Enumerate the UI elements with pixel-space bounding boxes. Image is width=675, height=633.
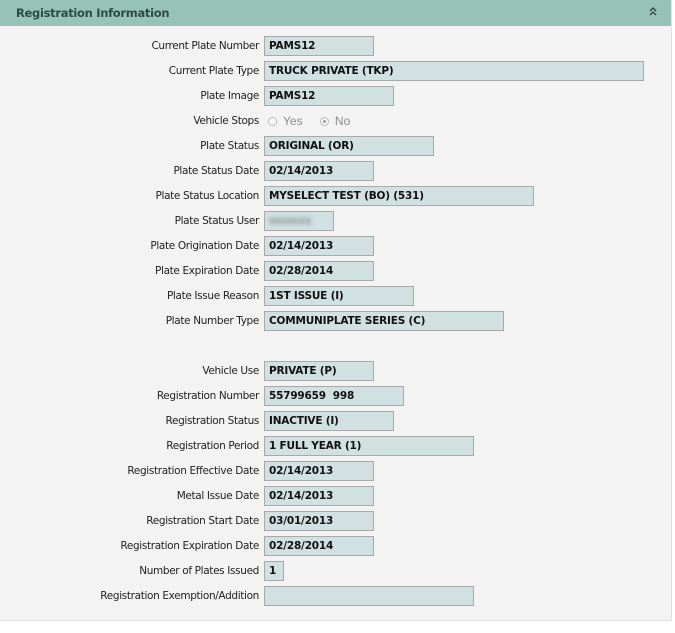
- row-vehicle-stops: Vehicle Stops Yes No: [0, 111, 671, 133]
- vehicle-use-field[interactable]: PRIVATE (P): [264, 361, 374, 381]
- plate-origination-date-field[interactable]: 02/14/2013: [264, 236, 374, 256]
- registration-period-field[interactable]: 1 FULL YEAR (1): [264, 436, 474, 456]
- plate-issue-reason-field[interactable]: 1ST ISSUE (I): [264, 286, 414, 306]
- row-plate-issue-reason: Plate Issue Reason 1ST ISSUE (I): [0, 286, 671, 308]
- plate-status-date-field[interactable]: 02/14/2013: [264, 161, 374, 181]
- vehicle-use-label: Vehicle Use: [202, 365, 259, 377]
- row-plate-number-type: Plate Number Type COMMUNIPLATE SERIES (C…: [0, 311, 671, 333]
- registration-effective-date-label: Registration Effective Date: [127, 465, 259, 477]
- plate-status-label: Plate Status: [200, 140, 259, 152]
- row-current-plate-type: Current Plate Type TRUCK PRIVATE (TKP): [0, 61, 671, 83]
- row-registration-period: Registration Period 1 FULL YEAR (1): [0, 436, 671, 458]
- metal-issue-date-field[interactable]: 02/14/2013: [264, 486, 374, 506]
- row-plate-image: Plate Image PAMS12: [0, 86, 671, 108]
- panel-header[interactable]: Registration Information: [0, 0, 671, 26]
- registration-effective-date-field[interactable]: 02/14/2013: [264, 461, 374, 481]
- vehicle-stops-radio-group: Yes No: [268, 114, 364, 129]
- plate-image-label: Plate Image: [200, 90, 259, 102]
- row-registration-number: Registration Number 55799659 998: [0, 386, 671, 408]
- vehicle-stops-no-label: No: [334, 114, 351, 128]
- plate-issue-reason-label: Plate Issue Reason: [166, 290, 259, 302]
- row-registration-exemption-addition: Registration Exemption/Addition: [0, 586, 671, 608]
- plate-number-type-label: Plate Number Type: [165, 315, 260, 327]
- plate-expiration-date-label: Plate Expiration Date: [155, 265, 259, 277]
- current-plate-type-field[interactable]: TRUCK PRIVATE (TKP): [264, 61, 644, 81]
- row-plate-status-date: Plate Status Date 02/14/2013: [0, 161, 671, 183]
- panel-title: Registration Information: [16, 6, 170, 20]
- registration-exemption-addition-field[interactable]: [264, 586, 474, 606]
- registration-expiration-date-field[interactable]: 02/28/2014: [264, 536, 374, 556]
- vehicle-stops-label: Vehicle Stops: [193, 115, 259, 127]
- plate-status-user-value-redacted: xxxxxxx: [269, 215, 312, 227]
- number-of-plates-issued-field[interactable]: 1: [264, 561, 284, 581]
- row-registration-expiration-date: Registration Expiration Date 02/28/2014: [0, 536, 671, 558]
- registration-number-field[interactable]: 55799659 998: [264, 386, 404, 406]
- plate-status-user-label: Plate Status User: [174, 215, 260, 227]
- plate-number-type-field[interactable]: COMMUNIPLATE SERIES (C): [264, 311, 504, 331]
- vehicle-stops-yes-label: Yes: [283, 114, 303, 128]
- plate-origination-date-label: Plate Origination Date: [150, 240, 259, 252]
- current-plate-number-field[interactable]: PAMS12: [264, 36, 374, 56]
- row-registration-effective-date: Registration Effective Date 02/14/2013: [0, 461, 671, 483]
- radio-unchecked-icon: [268, 116, 277, 126]
- registration-start-date-field[interactable]: 03/01/2013: [264, 511, 374, 531]
- current-plate-number-label: Current Plate Number: [151, 40, 259, 52]
- vehicle-stops-yes-radio[interactable]: Yes: [268, 114, 303, 128]
- number-of-plates-issued-label: Number of Plates Issued: [139, 565, 259, 577]
- row-registration-start-date: Registration Start Date 03/01/2013: [0, 511, 671, 533]
- plate-status-field[interactable]: ORIGINAL (OR): [264, 136, 434, 156]
- double-chevron-up-icon[interactable]: [647, 5, 659, 19]
- row-current-plate-number: Current Plate Number PAMS12: [0, 36, 671, 58]
- row-vehicle-use: Vehicle Use PRIVATE (P): [0, 361, 671, 383]
- plate-status-location-label: Plate Status Location: [155, 190, 260, 202]
- registration-status-label: Registration Status: [165, 415, 260, 427]
- row-registration-status: Registration Status INACTIVE (I): [0, 411, 671, 433]
- row-plate-status-location: Plate Status Location MYSELECT TEST (BO)…: [0, 186, 671, 208]
- current-plate-type-label: Current Plate Type: [168, 65, 260, 77]
- registration-expiration-date-label: Registration Expiration Date: [120, 540, 259, 552]
- plate-status-date-label: Plate Status Date: [173, 165, 259, 177]
- radio-checked-icon: [319, 116, 329, 126]
- registration-exemption-addition-label: Registration Exemption/Addition: [100, 590, 259, 602]
- vehicle-stops-no-radio[interactable]: No: [319, 114, 351, 128]
- registration-period-label: Registration Period: [166, 440, 259, 452]
- metal-issue-date-label: Metal Issue Date: [176, 490, 260, 502]
- row-plate-origination-date: Plate Origination Date 02/14/2013: [0, 236, 671, 258]
- registration-start-date-label: Registration Start Date: [146, 515, 259, 527]
- registration-information-panel: Registration Information Current Plate N…: [0, 0, 672, 621]
- row-plate-status-user: Plate Status User xxxxxxx: [0, 211, 671, 233]
- row-plate-expiration-date: Plate Expiration Date 02/28/2014: [0, 261, 671, 283]
- registration-number-label: Registration Number: [156, 390, 260, 402]
- registration-status-field[interactable]: INACTIVE (I): [264, 411, 394, 431]
- row-metal-issue-date: Metal Issue Date 02/14/2013: [0, 486, 671, 508]
- plate-expiration-date-field[interactable]: 02/28/2014: [264, 261, 374, 281]
- plate-status-location-field[interactable]: MYSELECT TEST (BO) (531): [264, 186, 534, 206]
- row-number-of-plates-issued: Number of Plates Issued 1: [0, 561, 671, 583]
- row-plate-status: Plate Status ORIGINAL (OR): [0, 136, 671, 158]
- plate-image-field[interactable]: PAMS12: [264, 86, 394, 106]
- plate-status-user-field[interactable]: xxxxxxx: [264, 211, 334, 231]
